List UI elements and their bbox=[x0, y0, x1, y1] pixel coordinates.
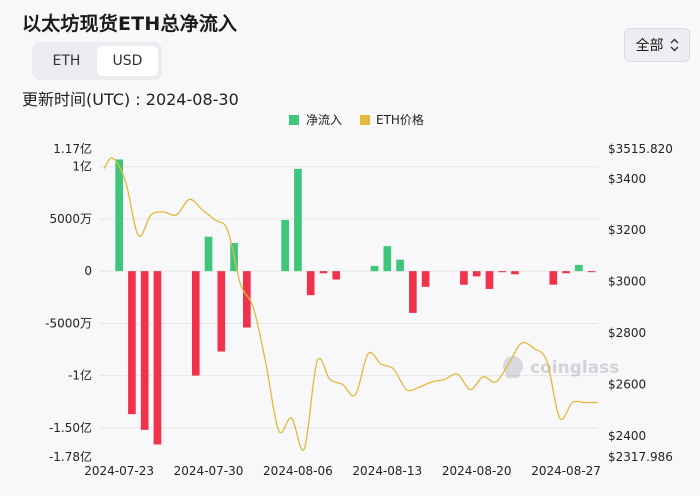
net-inflow-bar bbox=[319, 271, 328, 274]
chevron-up-down-icon bbox=[670, 38, 678, 52]
net-inflow-bar bbox=[460, 271, 468, 285]
net-inflow-bar bbox=[128, 271, 136, 415]
net-inflow-bar bbox=[383, 246, 392, 272]
x-tick-label: 2024-07-30 bbox=[174, 464, 244, 478]
coinglass-logo-base bbox=[506, 364, 520, 378]
y-right-tick-label: $3200 bbox=[608, 223, 646, 237]
net-inflow-bar bbox=[396, 259, 404, 272]
y-right-tick-label: $2600 bbox=[608, 377, 646, 391]
y-left-tick-label: 1亿 bbox=[72, 159, 92, 174]
net-inflow-bar bbox=[204, 236, 213, 272]
y-left-tick-label: -5000万 bbox=[45, 316, 92, 330]
y-right-tick-label: $2800 bbox=[608, 326, 646, 340]
net-inflow-bar bbox=[217, 271, 226, 352]
net-inflow-bar bbox=[511, 271, 519, 275]
net-inflow-bar bbox=[153, 271, 162, 445]
chart-legend: 净流入 ETH价格 bbox=[289, 112, 424, 127]
y-left-tick-label: -1亿 bbox=[68, 368, 92, 383]
net-inflow-bar bbox=[498, 271, 507, 273]
net-inflow-bar bbox=[370, 265, 379, 272]
net-inflow-bar bbox=[485, 271, 494, 289]
coinglass-logo-icon bbox=[503, 356, 523, 376]
y-left-tick-label: 5000万 bbox=[49, 212, 92, 226]
x-tick-label: 2024-08-20 bbox=[442, 464, 512, 478]
net-inflow-bar bbox=[243, 271, 251, 328]
net-inflow-bar bbox=[562, 271, 570, 274]
net-inflow-bar bbox=[587, 271, 596, 273]
net-inflow-bar bbox=[421, 271, 430, 287]
watermark-text: coinglass bbox=[530, 358, 619, 378]
net-inflow-bar bbox=[191, 271, 200, 376]
y-left-tick-label: 0 bbox=[84, 264, 92, 278]
unit-option-eth[interactable]: ETH bbox=[52, 53, 81, 69]
net-inflow-bar bbox=[281, 219, 289, 272]
y-left-tick-label: 1.17亿 bbox=[53, 141, 92, 156]
y-right-tick-label: $3000 bbox=[608, 275, 646, 289]
net-inflow-bar bbox=[549, 271, 558, 285]
y-right-tick-label: $2317.986 bbox=[608, 450, 673, 464]
legend-swatch-eth-price bbox=[360, 115, 370, 125]
x-tick-label: 2024-08-27 bbox=[531, 464, 601, 478]
unit-option-usd[interactable]: USD bbox=[97, 46, 158, 76]
unit-toggle: ETH USD bbox=[32, 42, 162, 80]
net-inflow-bar bbox=[409, 271, 417, 313]
coinglass-watermark: coinglass bbox=[503, 356, 619, 378]
x-tick-label: 2024-08-06 bbox=[263, 464, 333, 478]
y-right-tick-label: $3400 bbox=[608, 172, 646, 186]
x-tick-label: 2024-07-23 bbox=[84, 464, 154, 478]
net-inflow-bar bbox=[472, 271, 481, 277]
range-select-value: 全部 bbox=[635, 38, 664, 54]
y-right-tick-label: $2400 bbox=[608, 429, 646, 443]
net-inflow-bar bbox=[306, 271, 315, 296]
legend-swatch-net-inflow bbox=[289, 115, 299, 125]
legend-label-net-inflow: 净流入 bbox=[306, 113, 342, 127]
updated-time: 更新时间(UTC) : 2024-08-30 bbox=[22, 90, 239, 109]
y-right-tick-label: $3515.820 bbox=[608, 142, 673, 156]
y-left-tick-label: -1.78亿 bbox=[49, 449, 92, 464]
net-inflow-bar bbox=[332, 271, 341, 280]
range-select[interactable]: 全部 bbox=[624, 28, 690, 62]
eth-price-line bbox=[103, 157, 598, 451]
x-tick-label: 2024-08-13 bbox=[352, 464, 422, 478]
net-inflow-bar bbox=[294, 168, 302, 272]
net-inflow-bar bbox=[115, 159, 123, 272]
legend-label-eth-price: ETH价格 bbox=[376, 112, 424, 127]
page-title: 以太坊现货ETH总净流入 bbox=[22, 13, 238, 35]
net-inflow-bar bbox=[575, 264, 583, 272]
net-inflow-bar bbox=[140, 271, 149, 430]
y-left-tick-label: -1.50亿 bbox=[49, 420, 92, 435]
